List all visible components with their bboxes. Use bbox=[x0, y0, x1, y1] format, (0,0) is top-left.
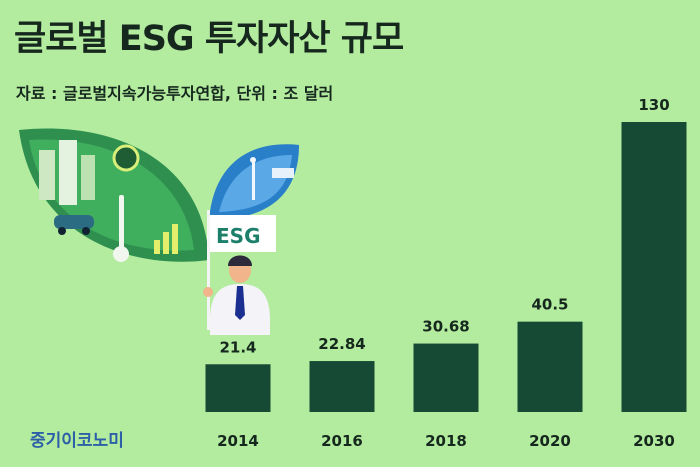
source-note: 자료 : 글로벌지속가능투자연합, 단위 : 조 달러 bbox=[16, 84, 334, 103]
bar-2016 bbox=[309, 361, 375, 412]
brand-logo: 중기이코노미 bbox=[30, 431, 124, 451]
esg-flag: ESG bbox=[207, 210, 276, 330]
category-label-2018: 2018 bbox=[425, 432, 467, 450]
esg-flag-text: ESG bbox=[216, 224, 260, 248]
category-label-2020: 2020 bbox=[529, 432, 571, 450]
category-label-2016: 2016 bbox=[321, 432, 363, 450]
city-leaf-icon bbox=[19, 128, 209, 262]
category-label-2014: 2014 bbox=[217, 432, 259, 450]
bar-2014 bbox=[205, 364, 271, 412]
page-title: 글로벌 ESG 투자자산 규모 bbox=[14, 19, 404, 59]
value-label-2020: 40.5 bbox=[531, 296, 568, 314]
value-label-2018: 30.68 bbox=[422, 318, 469, 336]
person-icon bbox=[203, 255, 270, 335]
value-label-2030: 130 bbox=[638, 96, 669, 114]
bar-2020 bbox=[517, 321, 583, 412]
bar-2030 bbox=[621, 122, 687, 412]
category-label-2030: 2030 bbox=[633, 432, 675, 450]
energy-leaf-icon bbox=[209, 144, 299, 220]
value-label-2014: 21.4 bbox=[219, 338, 256, 356]
bar-2018 bbox=[413, 343, 479, 412]
esg-illustration: ESG bbox=[19, 128, 299, 335]
value-label-2016: 22.84 bbox=[318, 335, 365, 353]
